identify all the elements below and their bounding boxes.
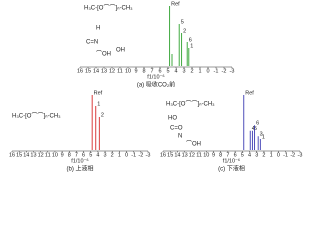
structure-text: H	[96, 26, 100, 32]
x-tick-label: 8	[142, 68, 145, 74]
x-tick-label: 15	[16, 152, 22, 158]
x-tick-label: -1	[131, 152, 136, 158]
structure-text: H₃C-[O⌒⌒]ₙ-CH₃	[12, 113, 61, 120]
x-tick-label: 2	[111, 152, 114, 158]
x-tick-label: 6	[158, 68, 161, 74]
x-tick-label: -2	[290, 152, 295, 158]
x-tick-label: 16	[9, 152, 15, 158]
x-tick-label: 10	[125, 68, 131, 74]
structure-text: N	[178, 134, 182, 140]
x-tick-label: 4	[174, 68, 177, 74]
peak-label: 1	[97, 101, 100, 107]
x-tick-label: 0	[125, 152, 128, 158]
x-tick-label: 12	[189, 152, 195, 158]
x-tick-label: -2	[222, 68, 227, 74]
peak-label: 2	[101, 112, 104, 118]
x-tick-label: 10	[52, 152, 58, 158]
caption: (b) 上液相	[66, 165, 93, 173]
peak-label: 3	[260, 132, 263, 138]
x-tick-label: 13	[101, 68, 107, 74]
x-tick-label: 3	[255, 152, 258, 158]
x-axis-label: f1/10⁻⁶	[71, 157, 88, 164]
peak-label: 4	[252, 126, 255, 132]
x-tick-label: 11	[45, 152, 51, 158]
x-axis-label: f1/10⁻⁶	[223, 157, 240, 164]
x-tick-label: 9	[212, 152, 215, 158]
x-tick-label: 11	[117, 68, 123, 74]
peak-label: 5	[254, 126, 257, 132]
x-tick-label: 4	[248, 152, 251, 158]
x-tick-label: 0	[277, 152, 280, 158]
x-tick-label: 14	[23, 152, 29, 158]
x-tick-label: 13	[182, 152, 188, 158]
spectrum-panel: 16 15 14 13 12 11 10 9 8 7 6 5 4 3 2 1 0 -1 -2 -3f1/10⁻⁶(a)…	[77, 1, 235, 88]
structure-text: C=O	[170, 126, 183, 132]
peak-label: 1	[190, 43, 193, 49]
peak-label: 6	[256, 121, 259, 127]
structure-text: ⌒OH	[186, 141, 201, 148]
structure-text: H₃C-[O⌒⌒]ₙ-CH₃	[84, 5, 133, 12]
x-tick-label: 8	[68, 152, 71, 158]
x-tick-label: 9	[61, 152, 64, 158]
x-tick-label: 4	[96, 152, 99, 158]
x-tick-label: 9	[134, 68, 137, 74]
x-tick-label: -3	[146, 152, 151, 158]
x-tick-label: 3	[104, 152, 107, 158]
x-tick-label: 13	[30, 152, 36, 158]
x-tick-label: -3	[298, 152, 303, 158]
x-tick-label: 12	[109, 68, 115, 74]
caption: (a) 吸收CO₂前	[137, 81, 175, 89]
x-tick-label: 3	[182, 68, 185, 74]
x-tick-label: 10	[203, 152, 209, 158]
x-tick-label: 5	[241, 152, 244, 158]
structure-text: ⌒OH	[96, 51, 111, 58]
x-tick-label: 1	[270, 152, 273, 158]
x-tick-label: 1	[198, 68, 201, 74]
peak-label: 2	[183, 28, 186, 34]
x-tick-label: 7	[75, 152, 78, 158]
peak-label: Ref	[171, 1, 180, 7]
x-tick-label: 7	[150, 68, 153, 74]
x-tick-label: 16	[77, 68, 83, 74]
caption: (c) 下液相	[218, 165, 245, 173]
figure: 16 15 14 13 12 11 10 9 8 7 6 5 4 3 2 1 0 -1 -2 -3f1/10⁻⁶(a)…	[9, 1, 303, 172]
structure-text: H₃C-[O⌒⌒]ₙ-CH₃	[166, 101, 215, 108]
x-tick-label: -2	[138, 152, 143, 158]
peak-label: Ref	[245, 90, 254, 96]
x-tick-label: 14	[174, 152, 180, 158]
structure-text: HO	[168, 116, 177, 122]
x-tick-label: 16	[160, 152, 166, 158]
x-tick-label: 5	[89, 152, 92, 158]
x-tick-label: 2	[262, 152, 265, 158]
x-tick-label: 6	[82, 152, 85, 158]
spectrum-panel: 16 15 14 13 12 11 10 9 8 7 6 5 4 3 2 1 0 -1 -2 -3f1/10⁻⁶(b)…	[9, 90, 151, 172]
structure-text: C=N	[86, 40, 98, 46]
x-tick-label: 14	[93, 68, 99, 74]
x-tick-label: -1	[283, 152, 288, 158]
peak-label: 6	[189, 37, 192, 43]
x-tick-label: 6	[234, 152, 237, 158]
x-tick-label: 1	[118, 152, 121, 158]
x-tick-label: 8	[219, 152, 222, 158]
x-tick-label: -3	[230, 68, 235, 74]
x-tick-label: -1	[214, 68, 219, 74]
x-axis-label: f1/10⁻⁶	[147, 73, 164, 80]
x-tick-label: 11	[196, 152, 202, 158]
peak-label: 5	[181, 19, 184, 25]
x-tick-label: 7	[226, 152, 229, 158]
peak-label: Ref	[94, 90, 103, 96]
x-tick-label: 2	[190, 68, 193, 74]
x-tick-label: 15	[85, 68, 91, 74]
x-tick-label: 0	[206, 68, 209, 74]
x-tick-label: 5	[166, 68, 169, 74]
peak-label: 1	[262, 134, 265, 140]
x-tick-label: 15	[167, 152, 173, 158]
x-tick-label: 12	[38, 152, 44, 158]
spectrum-panel: 16 15 14 13 12 11 10 9 8 7 6 5 4 3 2 1 0 -1 -2 -3f1/10⁻⁶(c)…	[160, 90, 303, 172]
structure-text: OH	[116, 48, 125, 54]
